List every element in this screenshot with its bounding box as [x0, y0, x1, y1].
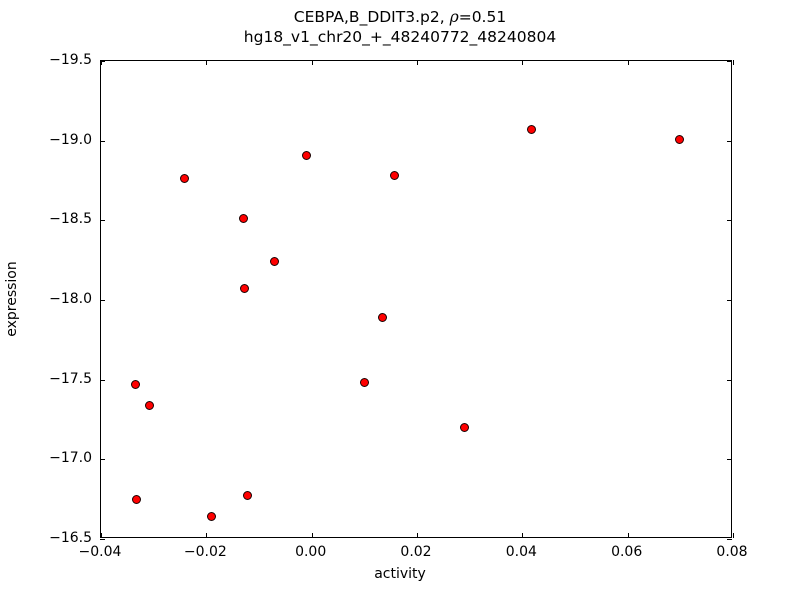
- scatter-point: [378, 313, 388, 323]
- chart-title-block: CEBPA,B_DDIT3.p2, ρ=0.51 hg18_v1_chr20_+…: [0, 8, 800, 48]
- y-axis-tick-right: [727, 459, 732, 461]
- scatter-point: [144, 400, 154, 410]
- x-axis-tick-label: 0.08: [716, 544, 748, 560]
- x-axis-tick-label: 0.04: [505, 544, 537, 560]
- x-axis-tick-top: [101, 60, 102, 65]
- scatter-point: [359, 378, 369, 388]
- y-axis-label: expression: [4, 261, 20, 337]
- plot-axes-frame: [100, 60, 734, 540]
- x-axis-tick-label: 0.02: [400, 544, 432, 560]
- x-axis-tick-label: −0.02: [183, 544, 227, 560]
- rho-symbol: ρ: [449, 8, 459, 26]
- y-axis-tick-right: [727, 140, 732, 142]
- chart-title-line-1: CEBPA,B_DDIT3.p2, ρ=0.51: [0, 8, 800, 28]
- x-axis-tick-top: [522, 60, 524, 65]
- y-axis-tick-label: −18.5: [49, 211, 92, 228]
- x-axis-label: activity: [374, 566, 426, 582]
- x-axis-tick-label: 0.00: [295, 544, 327, 560]
- y-axis-tick-right: [727, 300, 732, 301]
- scatter-point: [526, 125, 536, 134]
- scatter-point: [180, 174, 190, 184]
- y-axis-tick: [100, 539, 105, 540]
- x-axis-tick: [311, 533, 313, 538]
- y-axis-tick-label: −18.0: [49, 291, 92, 307]
- scatter-point: [240, 284, 250, 294]
- scatter-point: [130, 379, 140, 389]
- y-axis-tick: [100, 379, 105, 381]
- x-axis-tick: [417, 533, 418, 538]
- scatter-point: [239, 214, 249, 224]
- y-axis-tick: [100, 220, 105, 222]
- y-axis-tick-right: [727, 379, 732, 381]
- chart-title-prefix: CEBPA,B_DDIT3.p2,: [293, 8, 450, 26]
- scatter-point: [242, 491, 252, 501]
- y-axis-tick-label: −17.5: [49, 370, 92, 387]
- x-axis-tick: [733, 533, 734, 538]
- x-axis-tick-top: [417, 60, 418, 65]
- y-axis-tick-right: [727, 220, 732, 222]
- y-axis-tick: [100, 459, 105, 461]
- y-axis-tick-right: [727, 61, 732, 62]
- scatter-point: [459, 422, 469, 432]
- x-axis-tick-top: [627, 60, 629, 65]
- scatter-point: [131, 494, 141, 504]
- y-axis-tick-label: −19.5: [49, 52, 92, 68]
- chart-title-line-2: hg18_v1_chr20_+_48240772_48240804: [243, 27, 557, 46]
- scatter-point: [302, 150, 312, 160]
- rho-value: =0.51: [458, 8, 507, 26]
- y-axis-tick-label: −16.5: [49, 530, 92, 546]
- scatter-plot-area: [101, 61, 731, 537]
- y-axis-tick-right: [727, 539, 732, 540]
- x-axis-tick: [101, 533, 102, 538]
- y-axis-tick: [100, 300, 105, 301]
- x-axis-tick-label: −0.04: [78, 544, 122, 560]
- x-axis-tick: [522, 533, 524, 538]
- scatter-point: [675, 134, 685, 144]
- y-axis-tick: [100, 61, 105, 62]
- scatter-point: [269, 257, 279, 267]
- x-axis-tick-top: [311, 60, 313, 65]
- y-axis-tick-label: −17.0: [49, 450, 92, 467]
- x-axis-tick: [627, 533, 629, 538]
- x-axis-tick-top: [206, 60, 208, 65]
- x-axis-tick-top: [733, 60, 734, 65]
- x-axis-tick-label: 0.06: [611, 544, 643, 560]
- y-axis-tick: [100, 140, 105, 142]
- y-axis-tick-label: −19.0: [49, 131, 92, 148]
- x-axis-tick: [206, 533, 208, 538]
- scatter-point: [390, 171, 400, 181]
- scatter-point: [207, 512, 217, 522]
